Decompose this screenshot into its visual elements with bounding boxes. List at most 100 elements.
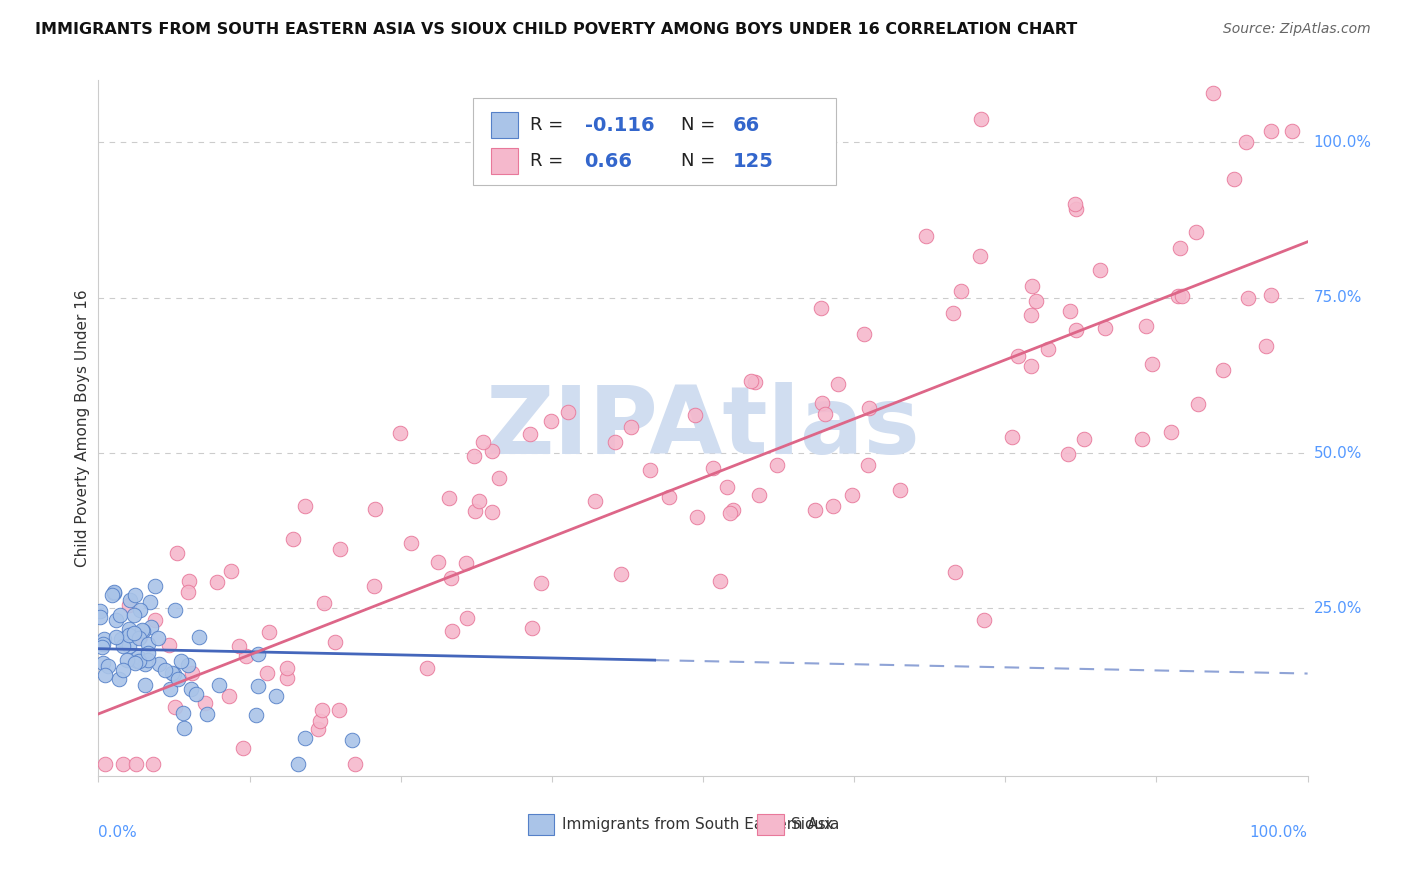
Point	[104, 613, 127, 627]
Point	[1073, 433, 1095, 447]
Point	[328, 703, 350, 717]
Point	[329, 542, 352, 557]
Point	[221, 564, 243, 578]
Point	[1019, 308, 1042, 322]
Point	[118, 627, 141, 641]
Point	[943, 566, 966, 580]
Point	[194, 696, 217, 710]
Point	[287, 756, 309, 771]
Point	[949, 284, 972, 298]
Point	[108, 608, 131, 623]
Point	[89, 605, 111, 619]
Point	[246, 679, 269, 693]
Point	[160, 665, 183, 680]
Point	[122, 608, 145, 623]
Point	[218, 689, 240, 703]
Point	[166, 546, 188, 560]
Point	[973, 613, 995, 627]
Point	[685, 408, 707, 422]
Point	[364, 501, 387, 516]
Point	[294, 731, 316, 745]
Point	[228, 640, 250, 654]
Point	[309, 714, 332, 728]
Point	[464, 504, 486, 518]
Point	[1025, 293, 1047, 308]
Point	[1171, 289, 1194, 303]
Point	[709, 574, 731, 589]
Point	[856, 458, 879, 473]
Point	[103, 586, 125, 600]
Point	[481, 505, 503, 519]
Point	[1140, 357, 1163, 371]
Point	[136, 653, 159, 667]
Point	[969, 249, 991, 263]
Point	[141, 620, 163, 634]
Point	[609, 567, 631, 582]
Point	[118, 598, 141, 612]
Point	[914, 229, 936, 244]
Point	[853, 327, 876, 342]
Point	[401, 536, 423, 550]
Text: IMMIGRANTS FROM SOUTH EASTERN ASIA VS SIOUX CHILD POVERTY AMONG BOYS UNDER 16 CO: IMMIGRANTS FROM SOUTH EASTERN ASIA VS SI…	[35, 22, 1077, 37]
Point	[136, 646, 159, 660]
Point	[740, 375, 762, 389]
Point	[235, 649, 257, 664]
Point	[1063, 196, 1085, 211]
Point	[803, 503, 825, 517]
Point	[159, 682, 181, 697]
Point	[132, 624, 155, 638]
Point	[180, 666, 202, 681]
Point	[100, 588, 122, 602]
Point	[129, 631, 152, 645]
Point	[456, 556, 478, 570]
Point	[1094, 320, 1116, 334]
Point	[437, 491, 460, 505]
Text: 0.0%: 0.0%	[98, 825, 138, 839]
Text: R =: R =	[530, 116, 569, 134]
Point	[129, 603, 152, 617]
Point	[134, 678, 156, 692]
Point	[702, 461, 724, 475]
Point	[519, 427, 541, 442]
Point	[143, 579, 166, 593]
Point	[184, 687, 207, 701]
Point	[155, 663, 177, 677]
Point	[112, 639, 135, 653]
Point	[540, 414, 562, 428]
Point	[1260, 288, 1282, 302]
Point	[889, 483, 911, 498]
Point	[163, 666, 186, 681]
Point	[93, 632, 115, 646]
Point	[1007, 349, 1029, 363]
Point	[125, 654, 148, 668]
Point	[94, 667, 117, 681]
Point	[440, 624, 463, 639]
FancyBboxPatch shape	[527, 814, 554, 835]
Point	[97, 659, 120, 673]
Point	[127, 649, 149, 664]
Point	[1187, 397, 1209, 411]
Point	[1254, 339, 1277, 353]
Point	[344, 756, 367, 771]
Point	[388, 426, 411, 441]
Point	[307, 722, 329, 736]
Point	[148, 657, 170, 672]
Point	[720, 506, 742, 520]
Point	[463, 450, 485, 464]
Point	[1036, 342, 1059, 356]
Point	[205, 575, 228, 590]
Point	[827, 377, 849, 392]
Point	[810, 301, 832, 316]
Y-axis label: Child Poverty Among Boys Under 16: Child Poverty Among Boys Under 16	[75, 289, 90, 567]
Point	[766, 458, 789, 473]
Point	[111, 663, 134, 677]
Point	[686, 510, 709, 524]
Point	[103, 585, 125, 599]
Text: -0.116: -0.116	[585, 116, 654, 135]
Text: 50.0%: 50.0%	[1313, 445, 1362, 460]
Point	[439, 571, 461, 585]
Point	[157, 638, 180, 652]
Point	[311, 703, 333, 717]
Point	[125, 756, 148, 771]
Point	[638, 463, 661, 477]
